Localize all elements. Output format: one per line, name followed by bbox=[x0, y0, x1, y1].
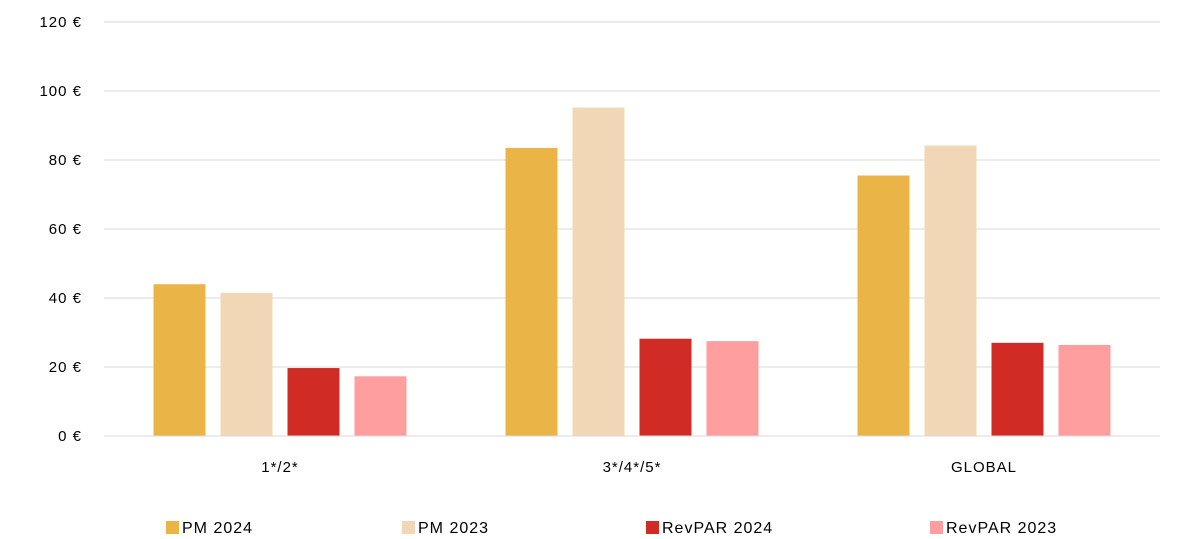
y-tick-label: 80 € bbox=[49, 152, 82, 169]
legend-label: RevPAR 2024 bbox=[662, 520, 773, 537]
legend: PM 2024 PM 2023 RevPAR 2024 RevPAR 2023 bbox=[166, 520, 1057, 537]
legend-label: PM 2023 bbox=[418, 520, 489, 537]
y-tick-label: 60 € bbox=[49, 221, 82, 238]
bar-revpar-2024 bbox=[639, 338, 692, 436]
bar-pm-2024 bbox=[505, 147, 558, 437]
legend-swatch bbox=[646, 521, 659, 534]
legend-swatch bbox=[166, 521, 179, 534]
grid-lines bbox=[104, 21, 1160, 368]
legend-swatch bbox=[402, 521, 415, 534]
y-tick-label: 20 € bbox=[49, 359, 82, 376]
y-tick-label: 120 € bbox=[39, 14, 82, 31]
x-category-label: 1*/2* bbox=[261, 459, 299, 476]
bar-pm-2024 bbox=[857, 175, 910, 436]
legend-label: PM 2024 bbox=[182, 520, 253, 537]
bar-revpar-2023 bbox=[354, 376, 407, 436]
bar-pm-2023 bbox=[572, 107, 625, 436]
y-tick-label: 0 € bbox=[58, 428, 82, 445]
bar-revpar-2023 bbox=[1058, 344, 1111, 436]
x-category-label: GLOBAL bbox=[951, 459, 1017, 476]
bar-pm-2023 bbox=[924, 145, 977, 436]
bar-revpar-2024 bbox=[991, 342, 1044, 436]
bars bbox=[153, 107, 1111, 437]
category-labels: 1*/2* 3*/4*/5* GLOBAL bbox=[261, 459, 1017, 476]
y-tick-label: 40 € bbox=[49, 290, 82, 307]
y-tick-label: 100 € bbox=[39, 83, 82, 100]
bar-revpar-2024 bbox=[287, 368, 340, 436]
legend-label: RevPAR 2023 bbox=[946, 520, 1057, 537]
legend-swatch bbox=[930, 521, 943, 534]
bar-pm-2024 bbox=[153, 284, 206, 436]
bar-pm-2023 bbox=[220, 292, 273, 436]
x-category-label: 3*/4*/5* bbox=[603, 459, 662, 476]
bar-revpar-2023 bbox=[706, 341, 759, 436]
y-axis-ticks: 0 € 20 € 40 € 60 € 80 € 100 € 120 € bbox=[39, 14, 82, 445]
